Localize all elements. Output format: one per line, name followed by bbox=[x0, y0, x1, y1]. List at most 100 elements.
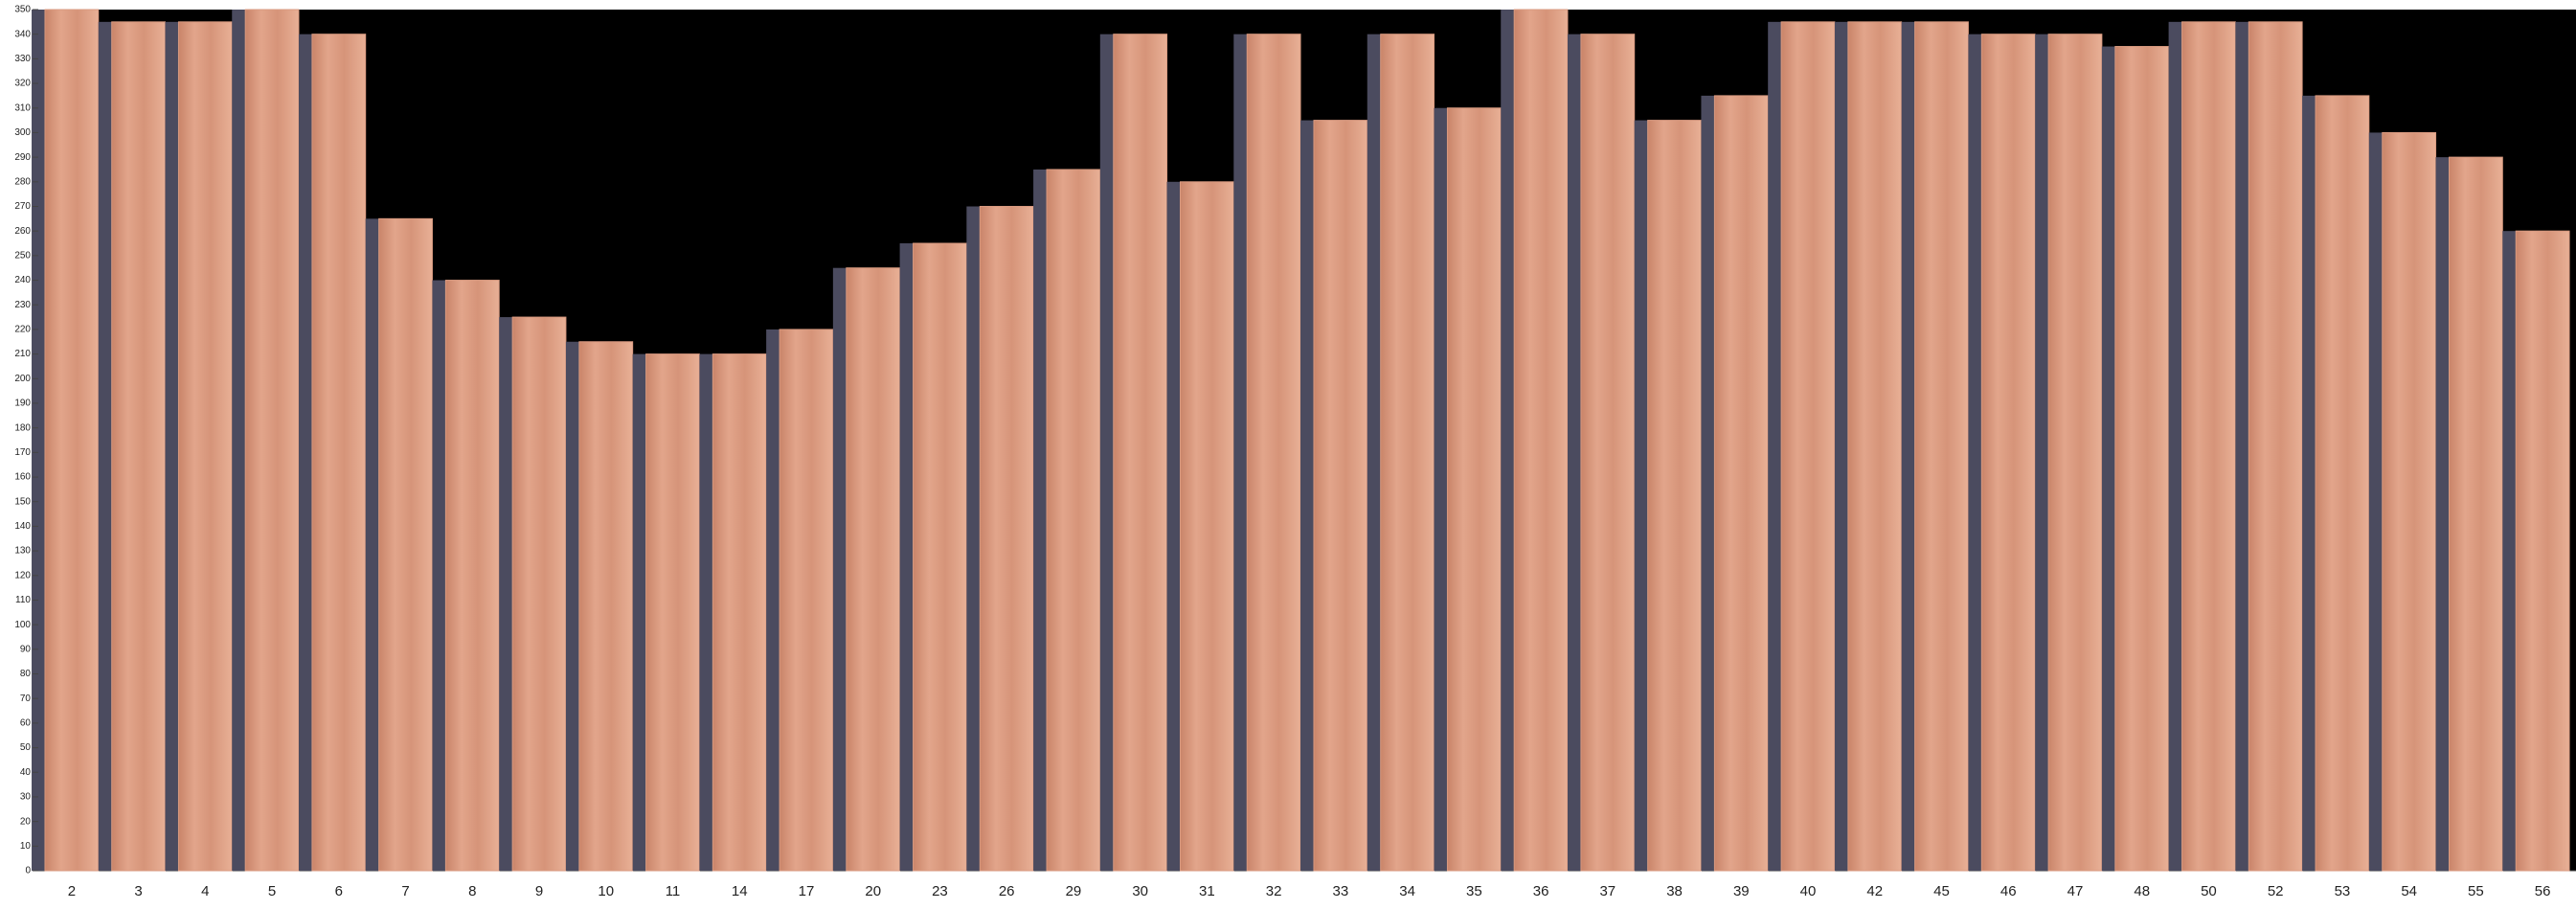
y-tick-label: 40 bbox=[20, 767, 32, 778]
x-tick-label: 46 bbox=[2000, 883, 2017, 899]
bar bbox=[1113, 34, 1168, 872]
y-tick-label: 190 bbox=[14, 398, 31, 409]
x-tick-label: 54 bbox=[2401, 883, 2417, 899]
bar bbox=[1180, 181, 1234, 872]
x-tick-label: 20 bbox=[865, 883, 881, 899]
x-tick-label: 5 bbox=[268, 883, 276, 899]
y-tick-label: 90 bbox=[20, 644, 32, 654]
x-tick-label: 40 bbox=[1800, 883, 1817, 899]
y-tick-label: 220 bbox=[14, 325, 31, 335]
x-tick-label: 42 bbox=[1866, 883, 1883, 899]
x-tick-label: 2 bbox=[68, 883, 76, 899]
x-tick-label: 11 bbox=[666, 883, 681, 899]
bar bbox=[1847, 21, 1903, 872]
bar bbox=[1780, 21, 1836, 872]
x-tick-label: 4 bbox=[201, 883, 209, 899]
y-tick-label: 70 bbox=[20, 694, 32, 704]
y-tick-label: 50 bbox=[20, 742, 32, 753]
x-tick-label: 36 bbox=[1533, 883, 1549, 899]
bar bbox=[1046, 169, 1101, 872]
y-tick-label: 260 bbox=[14, 226, 31, 237]
bar bbox=[913, 242, 967, 872]
bar bbox=[1580, 34, 1636, 872]
x-tick-label: 48 bbox=[2134, 883, 2150, 899]
bar bbox=[2382, 131, 2437, 872]
bar bbox=[2248, 21, 2303, 872]
x-tick-label: 33 bbox=[1333, 883, 1349, 899]
y-tick-label: 130 bbox=[14, 546, 31, 557]
x-tick-label: 38 bbox=[1666, 883, 1683, 899]
x-tick-label: 37 bbox=[1599, 883, 1616, 899]
x-tick-label: 35 bbox=[1466, 883, 1482, 899]
y-tick-label: 110 bbox=[15, 595, 31, 605]
y-tick-label: 120 bbox=[14, 570, 31, 580]
x-tick-label: 30 bbox=[1132, 883, 1148, 899]
bar bbox=[378, 217, 433, 872]
x-tick-label: 23 bbox=[932, 883, 948, 899]
bar bbox=[2449, 156, 2503, 872]
y-tick-label: 280 bbox=[14, 176, 31, 187]
bar bbox=[1980, 34, 2036, 872]
x-tick-label: 26 bbox=[999, 883, 1015, 899]
y-tick-label: 170 bbox=[14, 447, 31, 458]
x-tick-label: 3 bbox=[134, 883, 142, 899]
bar bbox=[1246, 34, 1301, 872]
y-tick-label: 100 bbox=[14, 620, 31, 630]
y-tick-label: 270 bbox=[14, 201, 31, 212]
bar bbox=[511, 316, 567, 872]
x-tick-label: 56 bbox=[2535, 883, 2551, 899]
x-tick-label: 47 bbox=[2068, 883, 2084, 899]
bar bbox=[712, 353, 767, 872]
x-tick-label: 50 bbox=[2201, 883, 2217, 899]
y-tick-label: 300 bbox=[14, 127, 31, 138]
x-tick-label: 17 bbox=[799, 883, 815, 899]
x-tick-label: 52 bbox=[2268, 883, 2284, 899]
y-tick-label: 210 bbox=[14, 349, 31, 359]
bar bbox=[2047, 34, 2103, 872]
x-tick-label: 55 bbox=[2468, 883, 2484, 899]
y-tick-label: 340 bbox=[14, 29, 31, 39]
bar bbox=[1380, 34, 1435, 872]
bar bbox=[244, 9, 300, 872]
bar bbox=[2114, 46, 2170, 872]
bar bbox=[444, 280, 500, 872]
bar bbox=[1513, 9, 1569, 872]
bar bbox=[1446, 107, 1502, 872]
y-tick-label: 30 bbox=[20, 792, 32, 803]
bar bbox=[2315, 95, 2370, 872]
bar bbox=[979, 205, 1034, 872]
y-tick-label: 60 bbox=[20, 718, 32, 729]
bar bbox=[1313, 120, 1368, 872]
x-tick-label: 53 bbox=[2335, 883, 2351, 899]
x-tick-label: 14 bbox=[732, 883, 748, 899]
x-tick-label: 7 bbox=[401, 883, 409, 899]
bar bbox=[311, 34, 367, 872]
y-tick-label: 200 bbox=[14, 374, 31, 384]
bar bbox=[2515, 230, 2570, 872]
x-tick-label: 39 bbox=[1733, 883, 1750, 899]
y-tick-label: 230 bbox=[14, 300, 31, 310]
x-tick-label: 6 bbox=[335, 883, 343, 899]
y-tick-label: 310 bbox=[14, 102, 31, 113]
y-tick-label: 80 bbox=[20, 669, 32, 679]
x-tick-label: 31 bbox=[1199, 883, 1215, 899]
y-tick-label: 140 bbox=[14, 521, 31, 532]
y-tick-label: 320 bbox=[14, 79, 31, 89]
y-tick-label: 10 bbox=[20, 841, 32, 852]
bar bbox=[177, 21, 233, 872]
x-tick-label: 34 bbox=[1399, 883, 1415, 899]
bar bbox=[1914, 21, 1969, 872]
x-tick-label: 32 bbox=[1266, 883, 1282, 899]
y-tick-label: 160 bbox=[14, 472, 31, 483]
bar bbox=[1713, 95, 1769, 872]
y-tick-label: 150 bbox=[14, 496, 31, 507]
y-tick-label: 250 bbox=[14, 250, 31, 261]
x-tick-label: 10 bbox=[598, 883, 614, 899]
y-tick-label: 20 bbox=[20, 816, 32, 827]
x-tick-label: 45 bbox=[1933, 883, 1950, 899]
bar bbox=[1647, 120, 1702, 872]
bar bbox=[846, 267, 901, 872]
x-tick-label: 9 bbox=[535, 883, 543, 899]
y-tick-label: 290 bbox=[14, 152, 31, 163]
